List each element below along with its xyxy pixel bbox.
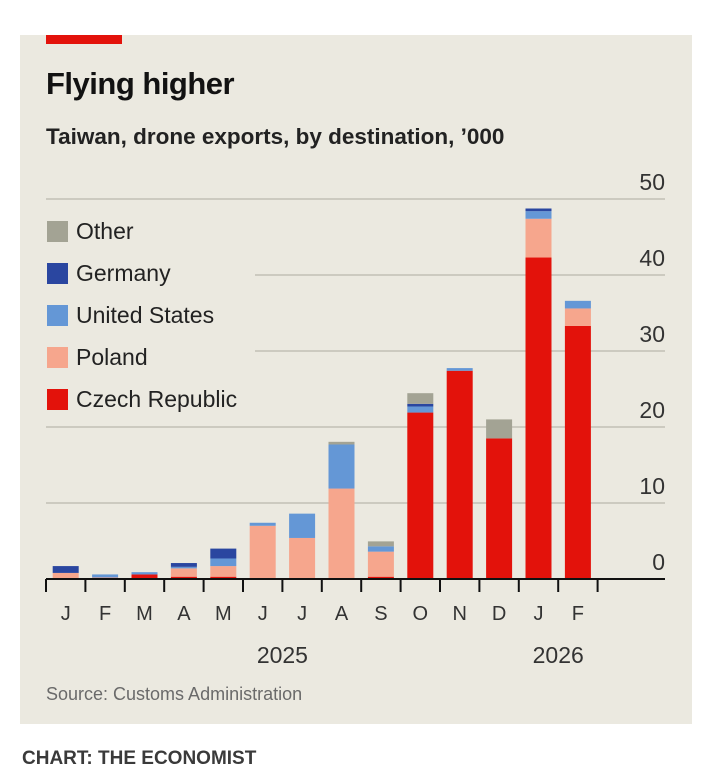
y-tick-label: 50 <box>639 169 665 195</box>
bar-segment-united-states <box>564 300 591 309</box>
y-tick-label: 30 <box>639 321 665 347</box>
bar-segment-united-states <box>210 558 237 567</box>
chart-credit: CHART: THE ECONOMIST <box>22 748 257 769</box>
bar-segment-czech-republic <box>131 574 158 579</box>
bar-segment-united-states <box>249 522 276 526</box>
bar-segment-united-states <box>525 211 552 219</box>
y-tick-label: 40 <box>639 245 665 271</box>
x-tick-label: J <box>297 603 307 625</box>
y-tick-label: 0 <box>652 549 665 575</box>
bar-segment-germany <box>170 563 197 567</box>
bar-segment-poland <box>52 572 79 579</box>
legend-label: United States <box>76 302 215 328</box>
x-tick-label: F <box>572 603 584 625</box>
bar-segment-united-states <box>328 444 355 489</box>
legend-item-poland: Poland <box>47 344 148 371</box>
bar-segment-united-states <box>407 406 434 413</box>
brand-red-bar <box>46 35 122 44</box>
legend-item-czech-republic: Czech Republic <box>47 386 237 413</box>
x-tick-label: M <box>215 603 232 625</box>
legend-item-germany: Germany <box>47 260 171 287</box>
bar-segment-czech-republic <box>367 576 394 579</box>
legend-swatch <box>47 305 68 326</box>
x-tick-label: N <box>452 603 466 625</box>
bar-segment-poland <box>170 568 197 577</box>
legend-item-united-states: United States <box>47 302 214 329</box>
bar-segment-united-states <box>367 546 394 552</box>
bar-segment-czech-republic <box>564 325 591 579</box>
bar-segment-germany <box>52 566 79 573</box>
legend-label: Other <box>76 218 134 244</box>
bar-segment-czech-republic <box>210 576 237 579</box>
bar-segment-czech-republic <box>486 438 513 579</box>
bar-segment-united-states <box>289 513 316 538</box>
bar-segment-poland <box>328 488 355 579</box>
bar-segment-czech-republic <box>525 257 552 579</box>
bar-segment-united-states <box>131 572 158 575</box>
chart-title: Flying higher <box>46 66 235 101</box>
source-note: Source: Customs Administration <box>46 684 303 704</box>
year-label: 2025 <box>257 642 308 668</box>
legend-label: Germany <box>76 260 171 286</box>
bar-segment-poland <box>525 218 552 258</box>
bar-segment-czech-republic <box>446 370 473 579</box>
bar-segment-poland <box>289 537 316 579</box>
x-tick-label: J <box>61 603 71 625</box>
bar-segment-poland <box>249 525 276 579</box>
y-tick-label: 10 <box>639 473 665 499</box>
legend-swatch <box>47 263 68 284</box>
y-tick-label: 20 <box>639 397 665 423</box>
x-tick-label: S <box>374 603 387 625</box>
bar-segment-poland <box>564 308 591 326</box>
bar-segment-united-states <box>446 368 473 371</box>
bar-segment-poland <box>367 551 394 577</box>
bar-segment-other <box>486 419 513 439</box>
bar-segment-other <box>328 441 355 445</box>
bar-segment-germany <box>210 548 237 559</box>
x-tick-label: A <box>335 603 349 625</box>
x-tick-label: M <box>136 603 153 625</box>
legend-swatch <box>47 221 68 242</box>
year-label: 2026 <box>533 642 584 668</box>
bar-segment-germany <box>407 403 434 407</box>
legend-swatch <box>47 389 68 410</box>
legend-item-other: Other <box>47 218 134 245</box>
x-tick-label: J <box>534 603 544 625</box>
x-tick-label: O <box>413 603 429 625</box>
x-tick-label: J <box>258 603 268 625</box>
legend-label: Czech Republic <box>76 386 238 412</box>
chart-subtitle: Taiwan, drone exports, by destination, ’… <box>46 124 505 149</box>
x-tick-label: D <box>492 603 506 625</box>
legend-label: Poland <box>76 344 148 370</box>
x-tick-label: A <box>177 603 191 625</box>
bar-segment-czech-republic <box>407 412 434 579</box>
bar-segment-czech-republic <box>170 576 197 579</box>
bar-segment-germany <box>525 208 552 212</box>
x-tick-label: F <box>99 603 111 625</box>
bar-segment-other <box>407 393 434 404</box>
bar-segment-united-states <box>92 574 119 578</box>
legend-swatch <box>47 347 68 368</box>
bar-segment-other <box>367 541 394 547</box>
bar-segment-poland <box>210 566 237 577</box>
bar-segment-united-states <box>170 566 197 569</box>
